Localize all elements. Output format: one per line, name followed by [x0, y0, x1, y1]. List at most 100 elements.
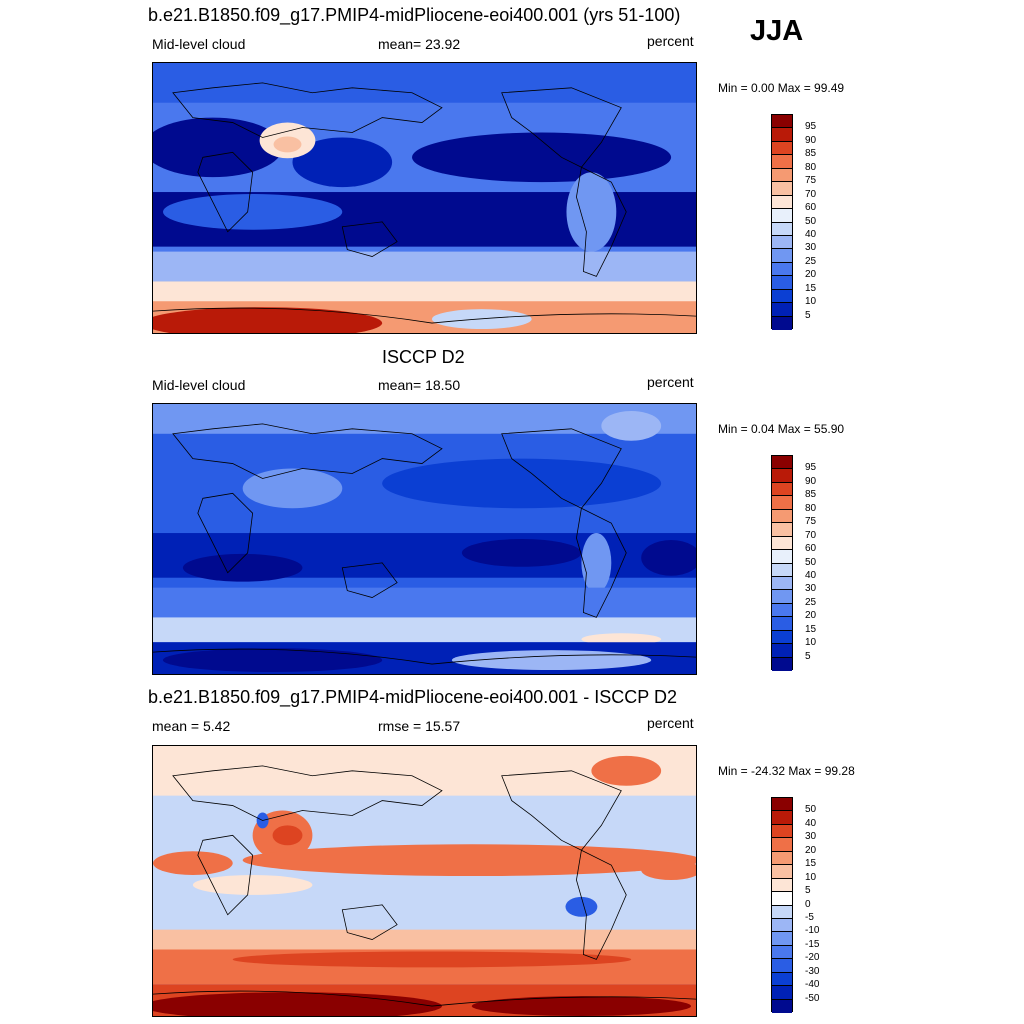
colorbar-box [772, 932, 792, 946]
colorbar-tick-label: 20 [805, 610, 817, 622]
colorbar-box [772, 576, 792, 591]
panel-1-title: b.e21.B1850.f09_g17.PMIP4-midPliocene-eo… [148, 5, 681, 25]
colorbar-tick-label: 50 [805, 556, 817, 568]
colorbar-box [772, 316, 792, 330]
panel-2-title: ISCCP D2 [382, 347, 465, 367]
colorbar-box [772, 523, 792, 537]
colorbar-box [772, 630, 792, 645]
colorbar-tick-label: -40 [805, 979, 820, 991]
colorbar-tick-label: 25 [805, 255, 817, 267]
colorbar-tick-label: 30 [805, 242, 817, 254]
panel-2-map [152, 403, 697, 675]
panel-3-colorbar [771, 797, 793, 1013]
panel-1-map [152, 62, 697, 334]
colorbar-box [772, 536, 792, 551]
panel-1-mean-label: mean= 23.92 [378, 36, 461, 52]
colorbar-box [772, 155, 792, 169]
colorbar-tick-label: 85 [805, 148, 817, 160]
colorbar-box [772, 972, 792, 987]
colorbar-tick-label: 75 [805, 175, 817, 187]
colorbar-tick-label: 10 [805, 871, 817, 883]
colorbar-tick-label: -15 [805, 938, 820, 950]
colorbar-box [772, 141, 792, 156]
colorbar-tick-label: -5 [805, 911, 814, 923]
colorbar-tick-label: 30 [805, 831, 817, 843]
colorbar-box [772, 550, 792, 564]
season-label: JJA [750, 15, 804, 47]
panel-2-units-label: percent [647, 374, 694, 390]
colorbar-tick-label: 90 [805, 134, 817, 146]
colorbar-tick-label: 5 [805, 650, 811, 662]
colorbar-box [772, 905, 792, 919]
panel-1-map-field [153, 63, 696, 333]
colorbar-tick-label: 10 [805, 637, 817, 649]
colorbar-box [772, 115, 792, 129]
colorbar-box [772, 289, 792, 304]
colorbar-box [772, 878, 792, 893]
colorbar-tick-label: 10 [805, 296, 817, 308]
colorbar-tick-label: 15 [805, 282, 817, 294]
panel-1-colorbar [771, 114, 793, 330]
panel-2-minmax: Min = 0.04 Max = 55.90 [718, 422, 845, 436]
panel-2-mean-label: mean= 18.50 [378, 377, 461, 393]
colorbar-box [772, 469, 792, 483]
panel-1-minmax: Min = 0.00 Max = 99.49 [718, 81, 845, 95]
panel-1-units-label: percent [647, 33, 694, 49]
panel-3-mean-label: mean = 5.42 [152, 718, 231, 734]
colorbar-box [772, 959, 792, 973]
panel-3-rmse-label: rmse = 15.57 [378, 718, 461, 734]
colorbar-box [772, 798, 792, 812]
colorbar-box [772, 182, 792, 196]
colorbar-tick-label: 50 [805, 215, 817, 227]
colorbar-tick-label: 95 [805, 462, 817, 474]
colorbar-tick-label: 40 [805, 228, 817, 240]
colorbar-box [772, 509, 792, 524]
colorbar-tick-label: 0 [805, 898, 811, 910]
colorbar-box [772, 986, 792, 1000]
colorbar-tick-label: 40 [805, 817, 817, 829]
colorbar-box [772, 456, 792, 470]
colorbar-tick-label: 20 [805, 844, 817, 856]
colorbar-box [772, 603, 792, 618]
colorbar-tick-label: 60 [805, 202, 817, 214]
colorbar-box [772, 482, 792, 497]
colorbar-box [772, 209, 792, 223]
colorbar-box [772, 644, 792, 658]
panel-2-colorbar [771, 455, 793, 671]
colorbar-box [772, 851, 792, 866]
panel-3-map-field [153, 746, 696, 1016]
colorbar-box [772, 617, 792, 631]
colorbar-tick-label: 85 [805, 489, 817, 501]
colorbar-box [772, 262, 792, 277]
colorbar-tick-label: 75 [805, 516, 817, 528]
colorbar-tick-label: 60 [805, 543, 817, 555]
colorbar-box [772, 865, 792, 879]
colorbar-tick-label: 95 [805, 121, 817, 133]
colorbar-box [772, 563, 792, 577]
colorbar-tick-label: 80 [805, 502, 817, 514]
colorbar-box [772, 235, 792, 250]
colorbar-tick-label: 15 [805, 623, 817, 635]
colorbar-tick-label: -30 [805, 965, 820, 977]
colorbar-tick-label: 5 [805, 309, 811, 321]
colorbar-box [772, 999, 792, 1013]
colorbar-tick-label: 15 [805, 858, 817, 870]
colorbar-tick-label: 20 [805, 269, 817, 281]
colorbar-box [772, 195, 792, 210]
panel-2-map-field [153, 404, 696, 674]
colorbar-box [772, 811, 792, 825]
colorbar-box [772, 128, 792, 142]
colorbar-box [772, 892, 792, 906]
colorbar-tick-label: 25 [805, 596, 817, 608]
colorbar-box [772, 657, 792, 671]
colorbar-tick-label: -50 [805, 992, 820, 1004]
colorbar-box [772, 824, 792, 839]
colorbar-box [772, 918, 792, 933]
colorbar-box [772, 168, 792, 183]
panel-3-units-label: percent [647, 715, 694, 731]
colorbar-box [772, 303, 792, 317]
colorbar-tick-label: 30 [805, 583, 817, 595]
panel-3-minmax: Min = -24.32 Max = 99.28 [718, 764, 855, 778]
colorbar-tick-label: 40 [805, 569, 817, 581]
colorbar-tick-label: 90 [805, 475, 817, 487]
